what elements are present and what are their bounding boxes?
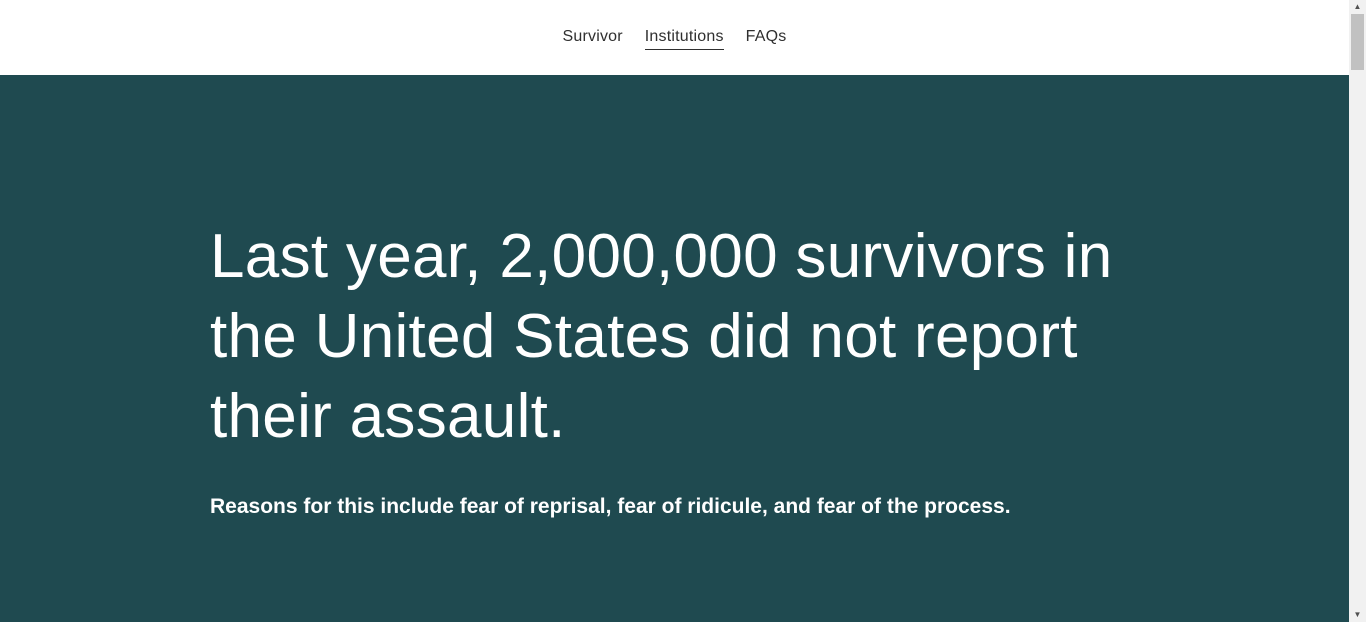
- nav-item-faqs[interactable]: FAQs: [745, 28, 787, 45]
- scroll-up-icon[interactable]: ▲: [1353, 2, 1362, 11]
- main-nav: Survivor Institutions FAQs: [0, 27, 1349, 50]
- hero-section: Last year, 2,000,000 survivors in the Un…: [0, 75, 1349, 622]
- hero-subhead: Reasons for this include fear of reprisa…: [210, 495, 1011, 518]
- nav-item-institutions[interactable]: Institutions: [644, 27, 724, 50]
- scroll-thumb[interactable]: [1351, 14, 1364, 70]
- nav-item-survivor[interactable]: Survivor: [562, 28, 623, 45]
- site-header: Survivor Institutions FAQs: [0, 0, 1349, 75]
- vertical-scrollbar[interactable]: ▲ ▼: [1349, 0, 1366, 622]
- hero-headline: Last year, 2,000,000 survivors in the Un…: [210, 222, 1113, 451]
- scroll-down-icon[interactable]: ▼: [1353, 610, 1362, 619]
